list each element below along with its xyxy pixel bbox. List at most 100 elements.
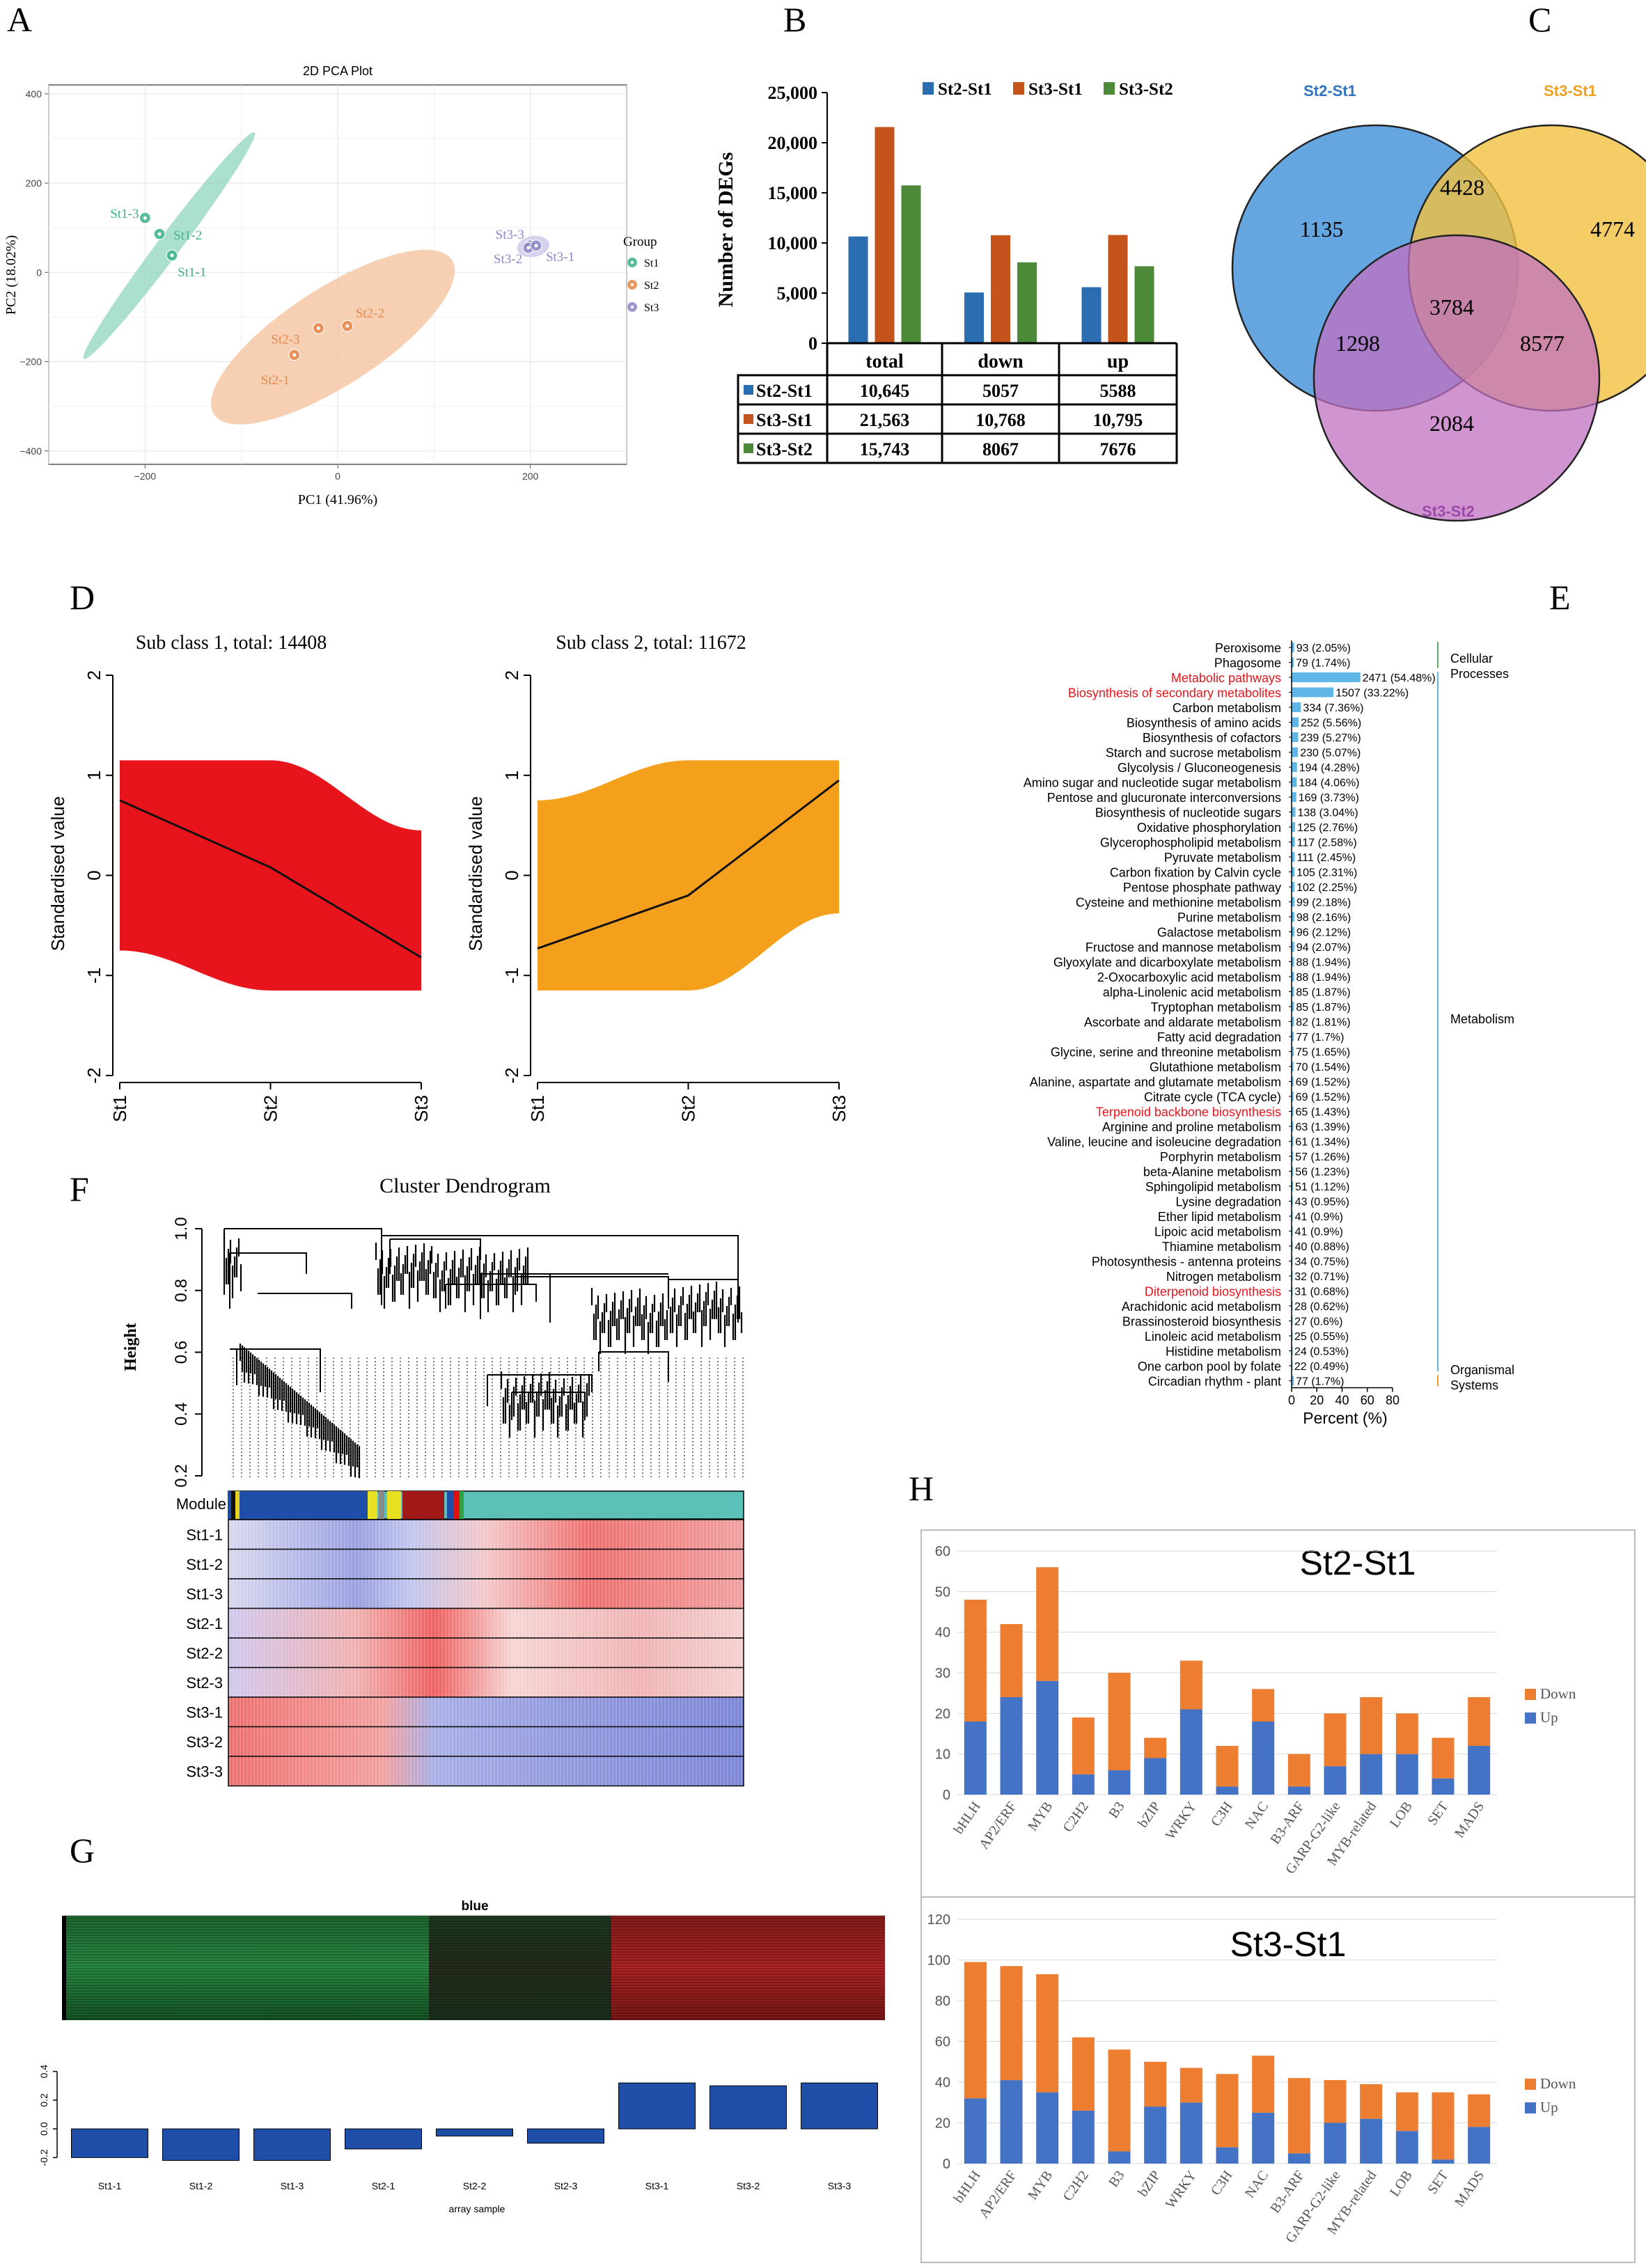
kegg-bar xyxy=(1292,657,1294,668)
kegg-value: 85 (1.87%) xyxy=(1296,1002,1350,1014)
eigengene-xtick-label: St3-3 xyxy=(828,2180,852,2191)
eigengene-title: blue xyxy=(461,1899,488,1914)
kegg-bar xyxy=(1292,927,1294,937)
kegg-enrichment: Peroxisome 93 (2.05%) Phagosome 79 (1.74%) M… xyxy=(1024,640,1514,1427)
pca-legend-item: St3 xyxy=(644,302,659,314)
heatmap-row xyxy=(228,1667,744,1697)
eigengene-ytick-label: 0.4 xyxy=(38,2065,49,2079)
eigengene-bar xyxy=(801,2082,878,2129)
heatmap-row xyxy=(228,1726,744,1756)
deg-legend-swatch xyxy=(1104,82,1115,95)
kegg-value: 51 (1.12%) xyxy=(1295,1181,1349,1193)
eigengene-bar xyxy=(618,2082,696,2129)
kegg-bar xyxy=(1292,762,1297,772)
pca-legend-swatch-core xyxy=(631,306,634,308)
module-green xyxy=(460,1491,464,1519)
kegg-value: 31 (0.68%) xyxy=(1294,1286,1349,1298)
tf-ytick-label: 0 xyxy=(943,2157,950,2172)
eigengene-heat-column xyxy=(429,1916,520,2020)
eigengene-ytick-label: 0.2 xyxy=(38,2093,49,2107)
pca-legend-title: Group xyxy=(623,235,657,249)
kegg-group-label: Cellular Processes xyxy=(1450,652,1509,681)
tree-branch xyxy=(598,1351,669,1382)
pca-points: St1-3 St1-2 St1-1 St2-2 St2-3 St2-1 St3-3 St3-2… xyxy=(110,207,574,388)
kegg-bar xyxy=(1292,702,1301,712)
tf-bar-up xyxy=(1216,2147,1239,2164)
panel-letter-b: B xyxy=(783,0,806,39)
tf-bar-up xyxy=(1036,1680,1059,1795)
kegg-value: 25 (0.55%) xyxy=(1294,1331,1349,1343)
deg-legend: St2-St1 St3-St1 St3-St2 xyxy=(923,80,1173,99)
kegg-value: 85 (1.87%) xyxy=(1296,987,1350,999)
deg-table-swatch xyxy=(744,443,753,453)
tf-bar-down xyxy=(1000,1624,1023,1697)
deg-table-cell: 10,795 xyxy=(1093,410,1143,430)
tf-bar-up xyxy=(964,2098,987,2164)
tf-bar-up xyxy=(1395,2131,1418,2164)
kegg-label: Circadian rhythm - plant xyxy=(1148,1375,1281,1389)
tf-bar-down xyxy=(1468,1697,1491,1746)
dendrogram-ytick-label: 0.2 xyxy=(172,1464,191,1487)
eigengene-heatmap xyxy=(62,1915,885,2020)
pca-point-label: St3-3 xyxy=(496,228,524,242)
eigengene-heat-column xyxy=(703,1916,794,2020)
eigengene-bars: -0.2 0.0 0.2 0.4 St1-1 St1-2 St1-3 St2-1 St2-2 St… xyxy=(38,2065,878,2191)
subclass-band xyxy=(538,760,839,991)
pca-point-label: St2-3 xyxy=(271,332,299,347)
dendrogram-leaf-cluster xyxy=(223,1232,242,1298)
tf-bar-up xyxy=(1360,2118,1383,2164)
kegg-value: 77 (1.7%) xyxy=(1296,1376,1344,1388)
subclass-ytick-label: -2 xyxy=(501,1067,522,1083)
kegg-value: 56 (1.23%) xyxy=(1295,1167,1349,1179)
pca-ticks: −200 0 200 −400 −200 0 200 400 xyxy=(19,88,538,482)
tree-branch xyxy=(230,1348,321,1392)
tf-bar-up xyxy=(1216,1786,1239,1795)
subclass-xtick-label: St3 xyxy=(411,1095,432,1122)
tf-bar-down xyxy=(1108,1673,1131,1770)
tf-ytick-label: 100 xyxy=(927,1953,950,1969)
heatmap-row-label: St2-2 xyxy=(186,1644,223,1662)
dendrogram-yaxis: 0.2 0.4 0.6 0.8 1.0 xyxy=(172,1217,203,1488)
deg-table-rowname: St3-St1 xyxy=(756,410,813,430)
subclass-trends: Sub class 1, total: 14408 Standardised v… xyxy=(47,632,849,1122)
deg-table-cell: 7676 xyxy=(1100,439,1136,459)
kegg-label: Arginine and proline metabolism xyxy=(1102,1120,1281,1134)
pca-xtick-label: −200 xyxy=(134,471,157,482)
kegg-value: 43 (0.95%) xyxy=(1295,1197,1349,1208)
pca-ytick-label: 200 xyxy=(26,178,42,189)
kegg-label: Starch and sucrose metabolism xyxy=(1106,746,1281,760)
tf-ytick-label: 50 xyxy=(935,1584,950,1600)
heatmap-row-label: St1-1 xyxy=(186,1526,223,1543)
tf-bar-down xyxy=(1252,2055,1275,2113)
tf-bar-down xyxy=(1179,1660,1202,1710)
eigengene-bar xyxy=(345,2128,422,2150)
kegg-label: Pentose phosphate pathway xyxy=(1123,881,1281,895)
heatmap-row-label: St1-3 xyxy=(186,1585,223,1602)
subclass-mean-line xyxy=(537,779,840,950)
module-label: Module xyxy=(176,1495,226,1513)
pca-point-label: St2-1 xyxy=(261,373,290,388)
dendrogram-title: Cluster Dendrogram xyxy=(379,1174,551,1197)
kegg-group-label-line: Organismal xyxy=(1450,1363,1514,1377)
subclass-ytick-label: 0 xyxy=(84,870,104,880)
pca-point-label: St3-1 xyxy=(546,250,574,265)
tf-bar-down xyxy=(1072,1717,1095,1774)
tf-bar-down xyxy=(1360,2084,1383,2119)
tf-legend-item: Down xyxy=(1540,1685,1576,1702)
kegg-bar xyxy=(1292,986,1294,997)
blue-module-eigengene: blue -0.2 0.0 0.2 0.4 St1-1 St1-2 St1-3 St2-1 St… xyxy=(38,1899,885,2214)
tf-bar-down xyxy=(1287,2078,1310,2154)
kegg-bar xyxy=(1292,882,1295,892)
module-red xyxy=(454,1491,460,1519)
kegg-label: Pentose and glucuronate interconversions xyxy=(1047,791,1281,805)
module-black xyxy=(231,1491,235,1519)
eigengene-xtick-label: St1-3 xyxy=(281,2180,304,2191)
kegg-value: 105 (2.31%) xyxy=(1296,867,1357,879)
kegg-label: Glyoxylate and dicarboxylate metabolism xyxy=(1053,956,1281,970)
kegg-bar xyxy=(1292,1062,1294,1071)
panel-letter-h: H xyxy=(909,1469,934,1508)
kegg-bar xyxy=(1292,687,1334,698)
kegg-value: 334 (7.36%) xyxy=(1303,702,1363,714)
tf-legend-item: Down xyxy=(1540,2075,1576,2092)
